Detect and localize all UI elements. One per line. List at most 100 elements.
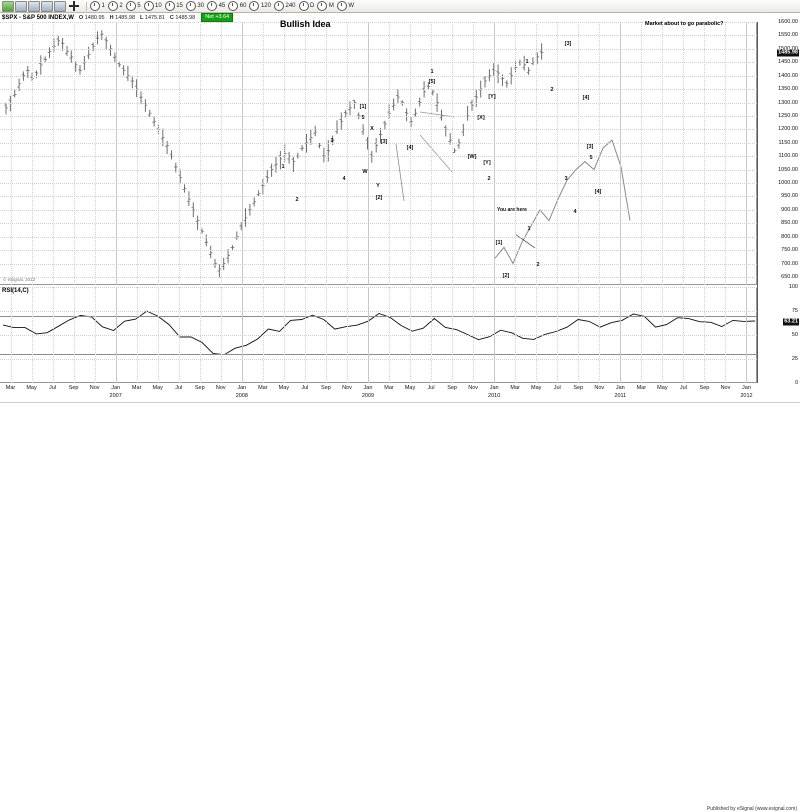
clock-icon [207, 1, 218, 11]
date-tick: May [531, 385, 542, 391]
rsi-band [0, 354, 757, 356]
gridline [0, 142, 757, 144]
gridline-vertical [31, 287, 33, 383]
gridline-vertical [494, 22, 496, 285]
gridline-vertical [389, 22, 390, 285]
gridline-vertical [452, 287, 454, 383]
date-tick: Mar [384, 385, 394, 391]
wave-label: 2 [550, 87, 554, 93]
gridline [0, 196, 757, 198]
gridline-vertical [178, 22, 180, 285]
interval-button-15[interactable]: 15 [164, 1, 183, 11]
clock-icon [185, 1, 196, 11]
toolbar-divider [86, 1, 87, 11]
price-tick: 1050.00 [778, 166, 798, 173]
gridline-vertical [262, 22, 264, 285]
gridline [0, 115, 757, 117]
gridline-vertical [599, 22, 601, 285]
gridline-vertical [94, 22, 96, 285]
print-icon[interactable] [54, 0, 66, 12]
clock-icon [125, 1, 136, 11]
interval-button-30[interactable]: 30 [185, 1, 204, 11]
gridline-vertical [725, 287, 727, 383]
status-strip: Published by eSignal (www.esignal.com) [0, 402, 800, 812]
date-tick: Nov [215, 385, 226, 391]
date-tick: Nov [720, 385, 731, 391]
layout-icon[interactable] [41, 0, 53, 12]
price-tick: 1200.00 [778, 126, 798, 133]
price-tick: 1000.00 [778, 180, 798, 187]
interval-button-2[interactable]: 2 [107, 1, 123, 11]
date-tick: Jul [49, 385, 57, 391]
price-tick: 1150.00 [778, 139, 798, 146]
add-icon[interactable] [69, 1, 80, 11]
gridline-vertical [746, 287, 748, 383]
interval-button-120[interactable]: 120 [249, 1, 271, 11]
wave-label: X [370, 126, 374, 132]
interval-button-W[interactable]: W [336, 1, 354, 11]
wave-label: [Y] [488, 94, 496, 100]
interval-button-D[interactable]: D [298, 1, 314, 11]
gridline [0, 359, 757, 360]
year-label: 2009 [361, 393, 375, 399]
gridline-vertical [515, 22, 517, 285]
year-label: 2008 [235, 393, 248, 399]
gridline [0, 156, 757, 158]
interval-button-240[interactable]: 240 [273, 1, 296, 11]
price-axis[interactable]: 1600.00 1550.00 1500.00 1450.00 1400.00 1350.… [757, 19, 800, 386]
price-tick: 800.00 [781, 233, 798, 240]
interval-button-45[interactable]: 45 [207, 1, 225, 11]
wave-label: 3 [330, 138, 334, 144]
clock-icon [228, 1, 239, 11]
wave-label: [W] [467, 154, 477, 160]
interval-button-M[interactable]: M [317, 1, 334, 11]
rsi-tick: 75 [791, 308, 798, 314]
wave-label: [2] [502, 273, 510, 279]
copy-icon[interactable] [28, 0, 40, 12]
year-label: 2011 [614, 393, 627, 399]
interval-button-1[interactable]: 1 [90, 1, 105, 11]
interval-button-5[interactable]: 5 [125, 1, 141, 11]
interval-button-10[interactable]: 10 [143, 1, 162, 11]
price-tick: 1350.00 [778, 86, 798, 93]
symbol-label[interactable]: $SPX - S&P 500 INDEX,W [2, 14, 74, 21]
gridline-vertical [136, 287, 138, 383]
net-change-badge: Net +3.64 [201, 13, 234, 22]
year-label: 2012 [740, 393, 753, 399]
gridline [0, 129, 757, 131]
gridline-vertical [325, 22, 327, 285]
gridline-vertical [199, 22, 201, 285]
wave-label: W [362, 169, 368, 175]
date-tick: May [26, 385, 37, 391]
gridline-vertical [725, 22, 727, 285]
gridline-vertical [599, 287, 601, 383]
date-tick: Nov [342, 385, 352, 391]
gridline [0, 169, 757, 171]
clock-icon [143, 1, 154, 11]
rsi-indicator-label[interactable]: RSI(14,C) [2, 288, 29, 294]
price-tick: 1550.00 [778, 32, 798, 39]
chart-icon[interactable] [2, 0, 14, 12]
interval-button-60[interactable]: 60 [228, 1, 246, 11]
rsi-pane[interactable]: RSI(14,C) [0, 287, 757, 384]
date-tick: Jul [301, 385, 309, 391]
wave-label: [3] [564, 41, 572, 47]
date-tick: Jan [742, 385, 751, 391]
gridline-vertical [241, 287, 243, 383]
high-field: H 1485.98 [109, 14, 136, 21]
gridline-vertical [346, 22, 348, 285]
wave-label: [4] [582, 95, 590, 101]
window-icon[interactable] [15, 0, 27, 12]
wave-label: Y [376, 183, 380, 189]
price-tick: 900.00 [781, 206, 798, 213]
date-tick: Jul [427, 385, 435, 391]
price-pane[interactable]: 1 2 3 4 5 [1] X W Y [2] [3] [4] 1 [5] [Y] [X] [W] [Y] 2 1 2 [… [0, 19, 757, 285]
gridline-vertical [52, 22, 54, 285]
gridline-vertical [431, 22, 433, 285]
wave-label: [5] [428, 79, 436, 85]
gridline-vertical [620, 287, 622, 383]
parabolic-annotation: Market about to go parabolic? [645, 21, 724, 27]
year-label: 2010 [488, 393, 501, 399]
gridline-vertical [10, 287, 12, 383]
gridline-vertical [73, 22, 75, 285]
